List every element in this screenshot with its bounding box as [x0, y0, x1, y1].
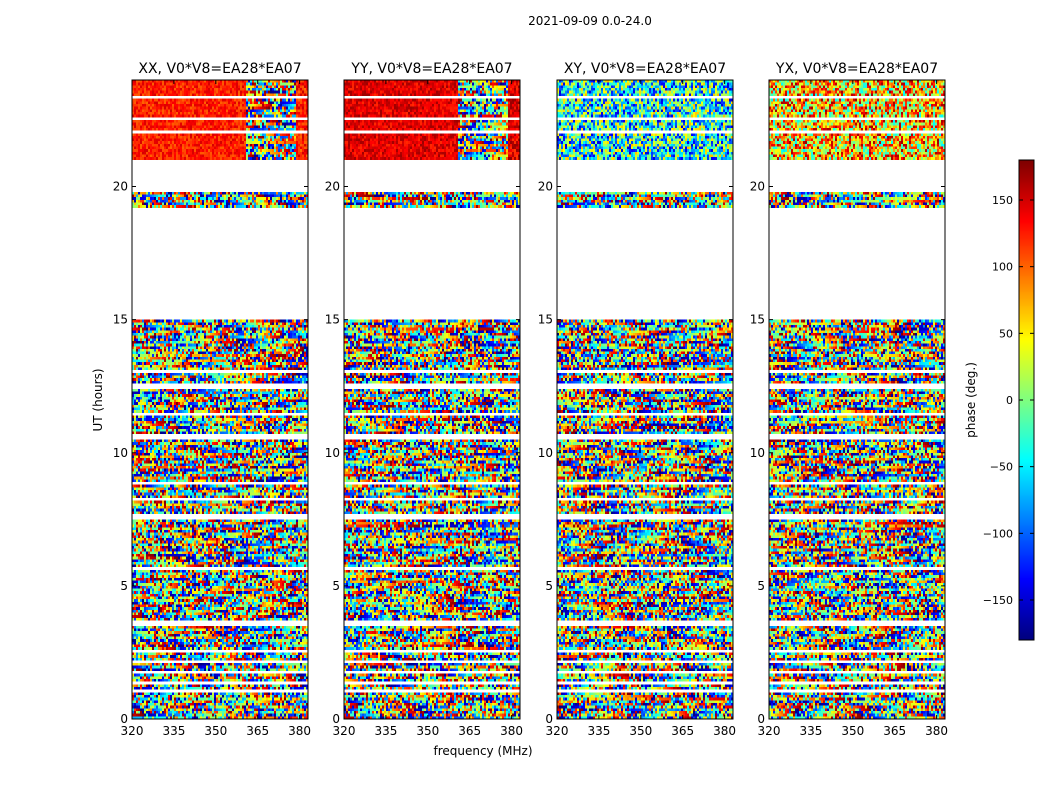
- y-tick-label: 5: [120, 579, 128, 593]
- y-tick-label: 5: [757, 579, 765, 593]
- colorbar-tick-label: −150: [983, 594, 1013, 607]
- x-tick-label: 365: [246, 724, 269, 738]
- y-tick-label: 15: [113, 313, 128, 327]
- y-axis-label: UT (hours): [91, 368, 105, 431]
- x-tick-label: 380: [288, 724, 311, 738]
- panel-xx-heatmap: [132, 80, 308, 719]
- colorbar-label: phase (deg.): [964, 362, 978, 438]
- colorbar-tick-label: −100: [983, 527, 1013, 540]
- x-axis-label: frequency (MHz): [433, 744, 532, 758]
- y-tick-label: 20: [538, 180, 553, 194]
- y-tick-label: 15: [538, 313, 553, 327]
- y-tick-label: 5: [332, 579, 340, 593]
- x-tick-label: 350: [841, 724, 864, 738]
- x-tick-label: 365: [458, 724, 481, 738]
- x-tick-label: 335: [799, 724, 822, 738]
- x-tick-label: 380: [500, 724, 523, 738]
- x-tick-label: 365: [671, 724, 694, 738]
- panel-xy: XY, V0*V8=EA28*EA07 0 5 10 15 20 320 335 350 365 3…: [538, 61, 736, 738]
- y-tick-label: 0: [332, 712, 340, 726]
- y-tick-label: 15: [325, 313, 340, 327]
- y-tick-label: 0: [545, 712, 553, 726]
- panel-title: YY, V0*V8=EA28*EA07: [350, 61, 512, 77]
- y-tick-label: 15: [750, 313, 765, 327]
- x-tick-label: 350: [204, 724, 227, 738]
- colorbar-tick-label: 50: [999, 327, 1013, 340]
- colorbar-gradient: [1019, 160, 1034, 640]
- panel-title: YX, V0*V8=EA28*EA07: [775, 61, 938, 77]
- panel-frame: [556, 79, 734, 720]
- panel-yy-heatmap: [344, 80, 520, 719]
- panels-group: XX, V0*V8=EA28*EA07 0 5 10 15 20 320 335 350 365 3…: [113, 61, 948, 738]
- x-tick-label: 335: [374, 724, 397, 738]
- x-tick-label: 365: [883, 724, 906, 738]
- y-tick-label: 20: [750, 180, 765, 194]
- y-tick-label: 20: [113, 180, 128, 194]
- y-tick-label: 10: [325, 446, 340, 460]
- figure-suptitle: 2021-09-09 0.0-24.0: [528, 14, 652, 28]
- x-tick-label: 380: [925, 724, 948, 738]
- y-tick-label: 0: [120, 712, 128, 726]
- y-tick-label: 10: [750, 446, 765, 460]
- colorbar-tick-label: 150: [992, 194, 1013, 207]
- panel-yx-heatmap: [769, 80, 945, 719]
- panel-xy-heatmap: [557, 80, 733, 719]
- colorbar-tick-label: 0: [1006, 394, 1013, 407]
- y-tick-label: 20: [325, 180, 340, 194]
- colorbar: −150 −100 −50 0 50 100 150: [983, 159, 1035, 641]
- x-tick-label: 320: [333, 724, 356, 738]
- panel-frame: [343, 79, 521, 720]
- panel-title: XY, V0*V8=EA28*EA07: [564, 61, 726, 77]
- x-tick-label: 350: [416, 724, 439, 738]
- panel-frame: [768, 79, 946, 720]
- x-tick-label: 335: [162, 724, 185, 738]
- x-tick-label: 350: [629, 724, 652, 738]
- x-tick-label: 380: [713, 724, 736, 738]
- y-tick-label: 10: [113, 446, 128, 460]
- panel-yx: YX, V0*V8=EA28*EA07 0 5 10 15 20 320 335 350 365 3…: [750, 61, 948, 738]
- panel-frame: [131, 79, 309, 720]
- x-tick-label: 320: [546, 724, 569, 738]
- x-tick-label: 320: [758, 724, 781, 738]
- panel-xx: XX, V0*V8=EA28*EA07 0 5 10 15 20 320 335 350 365 3…: [113, 61, 311, 738]
- y-tick-label: 10: [538, 446, 553, 460]
- panel-yy: YY, V0*V8=EA28*EA07 0 5 10 15 20 320 335 350 365 3…: [325, 61, 523, 738]
- y-tick-label: 5: [545, 579, 553, 593]
- y-tick-label: 0: [757, 712, 765, 726]
- colorbar-tick-label: −50: [990, 461, 1013, 474]
- x-tick-label: 320: [121, 724, 144, 738]
- panel-title: XX, V0*V8=EA28*EA07: [138, 61, 301, 77]
- x-tick-label: 335: [587, 724, 610, 738]
- colorbar-tick-label: 100: [992, 261, 1013, 274]
